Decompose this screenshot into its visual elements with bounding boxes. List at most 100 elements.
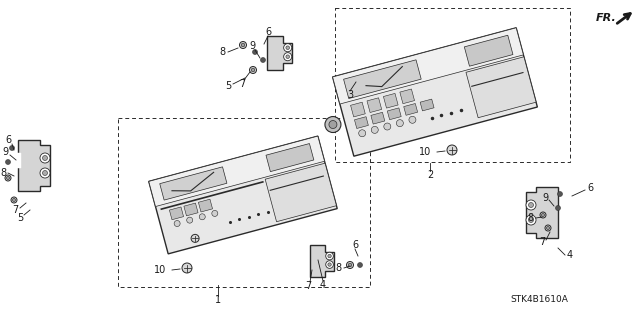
Text: 9: 9 — [249, 41, 255, 51]
Circle shape — [529, 218, 534, 222]
Polygon shape — [344, 60, 421, 99]
Text: 4: 4 — [320, 280, 326, 290]
Text: 9: 9 — [542, 193, 548, 203]
Circle shape — [557, 191, 563, 197]
Circle shape — [252, 68, 255, 72]
Circle shape — [6, 160, 10, 165]
Circle shape — [396, 120, 403, 127]
Circle shape — [212, 211, 218, 216]
Circle shape — [260, 57, 266, 63]
Text: 6: 6 — [265, 27, 271, 37]
Circle shape — [328, 254, 332, 258]
Circle shape — [253, 49, 257, 55]
Text: 8: 8 — [527, 213, 533, 223]
Text: 2: 2 — [427, 170, 433, 180]
Polygon shape — [351, 102, 365, 117]
Circle shape — [182, 263, 192, 273]
Polygon shape — [387, 108, 401, 120]
Text: 8: 8 — [219, 47, 225, 57]
Text: 7: 7 — [12, 205, 18, 215]
Circle shape — [540, 212, 546, 218]
Circle shape — [286, 46, 289, 49]
Text: 6: 6 — [5, 135, 11, 145]
Circle shape — [42, 170, 47, 175]
Text: 4: 4 — [567, 250, 573, 260]
Polygon shape — [267, 36, 292, 70]
Circle shape — [541, 213, 545, 217]
Polygon shape — [400, 89, 415, 104]
Polygon shape — [148, 136, 337, 254]
Circle shape — [529, 203, 534, 207]
Circle shape — [358, 263, 362, 268]
Circle shape — [13, 198, 15, 202]
Polygon shape — [526, 187, 558, 238]
Circle shape — [250, 66, 257, 73]
Circle shape — [239, 41, 246, 48]
Circle shape — [40, 168, 50, 178]
Circle shape — [526, 200, 536, 210]
Text: 5: 5 — [225, 81, 231, 91]
Polygon shape — [148, 136, 324, 206]
Polygon shape — [184, 203, 198, 216]
Polygon shape — [266, 144, 314, 172]
Circle shape — [358, 130, 365, 137]
Circle shape — [447, 145, 457, 155]
Text: 7: 7 — [239, 79, 245, 89]
Circle shape — [409, 116, 416, 123]
Circle shape — [174, 220, 180, 226]
Circle shape — [42, 155, 47, 160]
Text: 6: 6 — [352, 240, 358, 250]
Text: 6: 6 — [587, 183, 593, 193]
Text: 8: 8 — [0, 168, 6, 178]
Circle shape — [5, 175, 11, 181]
Text: 10: 10 — [419, 147, 431, 157]
Circle shape — [346, 262, 353, 269]
Polygon shape — [383, 93, 398, 108]
Text: 7: 7 — [539, 237, 545, 247]
Polygon shape — [466, 57, 536, 118]
Polygon shape — [160, 167, 227, 200]
Polygon shape — [355, 117, 369, 129]
Circle shape — [6, 176, 10, 180]
Polygon shape — [310, 245, 334, 277]
Circle shape — [329, 121, 337, 129]
Circle shape — [199, 214, 205, 220]
Text: 9: 9 — [2, 147, 8, 157]
Text: STK4B1610A: STK4B1610A — [510, 295, 568, 305]
Polygon shape — [367, 98, 381, 113]
Circle shape — [40, 153, 50, 163]
Text: 7: 7 — [305, 281, 311, 291]
Polygon shape — [420, 99, 434, 111]
Circle shape — [556, 205, 561, 211]
Circle shape — [384, 123, 391, 130]
Circle shape — [11, 197, 17, 203]
Circle shape — [10, 145, 15, 151]
Circle shape — [526, 215, 536, 225]
Circle shape — [547, 226, 550, 229]
Polygon shape — [18, 140, 50, 191]
Text: FR.: FR. — [596, 13, 617, 23]
Polygon shape — [170, 207, 184, 220]
Text: 1: 1 — [215, 295, 221, 305]
Text: 10: 10 — [154, 265, 166, 275]
Text: 5: 5 — [17, 213, 23, 223]
Circle shape — [241, 43, 244, 47]
Circle shape — [348, 263, 352, 267]
Circle shape — [187, 217, 193, 223]
Circle shape — [328, 263, 332, 266]
Circle shape — [326, 261, 333, 268]
Circle shape — [284, 44, 292, 52]
Circle shape — [325, 116, 341, 132]
Text: 3: 3 — [347, 90, 353, 100]
Polygon shape — [198, 199, 212, 212]
Polygon shape — [333, 28, 538, 156]
Polygon shape — [371, 112, 385, 124]
Polygon shape — [464, 35, 513, 66]
Circle shape — [545, 225, 551, 231]
Circle shape — [371, 126, 378, 133]
Polygon shape — [13, 153, 21, 168]
Circle shape — [286, 55, 289, 58]
Polygon shape — [265, 163, 337, 222]
Text: 8: 8 — [335, 263, 341, 273]
Circle shape — [326, 252, 333, 260]
